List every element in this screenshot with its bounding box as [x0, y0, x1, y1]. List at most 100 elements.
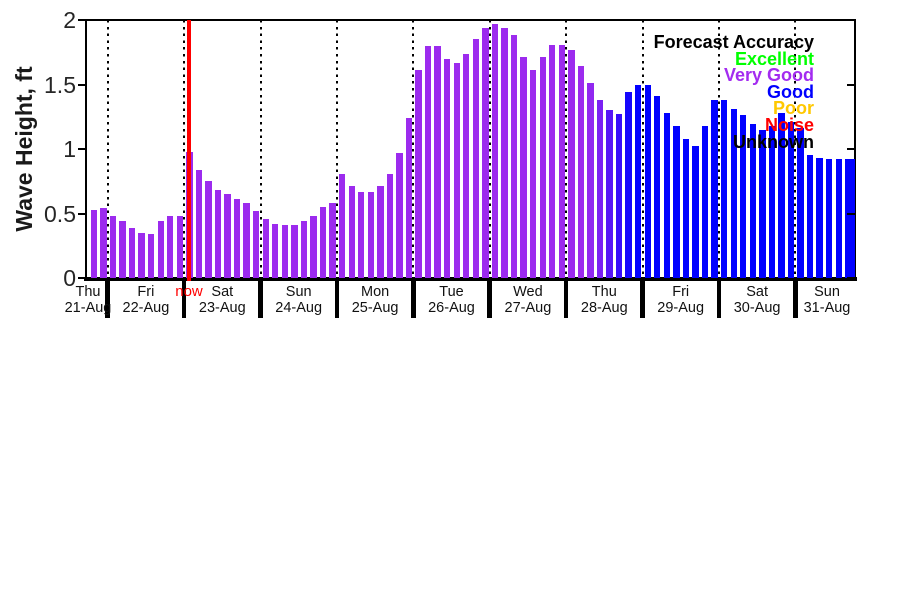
day-boundary-tick [411, 281, 416, 318]
wave-height-bar [396, 152, 403, 278]
day-boundary-tick [640, 281, 645, 318]
day-date-label: 30-Aug [733, 300, 781, 316]
day-date-label: 24-Aug [275, 300, 323, 316]
wave-height-bar [568, 49, 575, 278]
day-date-label: 31-Aug [803, 300, 851, 316]
wave-height-bar [90, 209, 98, 278]
wave-height-bar [224, 194, 231, 278]
wave-height-bar [644, 84, 651, 278]
day-boundary-dotted-line [183, 20, 186, 278]
wave-height-bar [558, 44, 565, 278]
day-boundary-tick [105, 281, 110, 318]
wave-height-bar [759, 129, 766, 278]
legend-entry-noise: Noise [764, 114, 814, 135]
wave-height-bar [262, 218, 269, 278]
y-tick-label: 1 [63, 136, 76, 162]
y-tick-right [847, 212, 855, 215]
legend-entry-unknown: Unknown [733, 131, 814, 152]
wave-height-bar [415, 70, 422, 278]
wave-height-bar [510, 35, 518, 278]
y-tick-right [847, 148, 855, 150]
day-date-label: 27-Aug [504, 300, 552, 316]
wave-height-bar [109, 216, 117, 278]
wave-height-bar [749, 124, 756, 278]
day-name-label: Mon [360, 284, 390, 300]
wave-height-bar [587, 83, 594, 278]
plot-frame-right [854, 19, 856, 279]
day-date-label: 28-Aug [580, 300, 628, 316]
day-name-label: Fri [672, 284, 690, 300]
wave-height-bar [348, 186, 355, 278]
wave-height-bar [310, 216, 317, 278]
legend-entry-excellent: Excellent [734, 48, 814, 69]
y-tick-left [78, 277, 86, 279]
day-date-label: 26-Aug [428, 300, 475, 316]
wave-height-bar [625, 92, 632, 278]
wave-height-bar [848, 159, 855, 278]
day-name-label: Fri [137, 284, 155, 300]
wave-height-bar [615, 114, 623, 278]
day-boundary-dotted-line [565, 20, 568, 278]
wave-height-bar [444, 58, 451, 278]
y-tick-label: 0 [63, 265, 76, 291]
wave-height-bar [281, 225, 289, 278]
day-boundary-dotted-line [335, 20, 338, 278]
wave-height-bar [596, 99, 604, 278]
day-boundary-dotted-line [106, 20, 109, 278]
day-boundary-tick [716, 281, 722, 318]
day-date-label: 25-Aug [351, 300, 399, 316]
day-name-label: Wed [513, 284, 543, 300]
wave-height-bar [673, 125, 680, 278]
wave-height-bar [730, 109, 737, 278]
wave-height-bar [606, 110, 613, 278]
day-boundary-tick [487, 281, 492, 318]
wave-height-bar [300, 221, 308, 278]
wave-height-bar [826, 159, 833, 278]
wave-height-bar [472, 39, 480, 278]
legend-entry-poor: Poor [772, 98, 814, 119]
wave-height-bar [119, 221, 126, 278]
day-boundary-dotted-line [488, 20, 491, 278]
wave-height-bar [654, 96, 661, 278]
day-boundary-tick [563, 281, 569, 318]
plot-frame-top [85, 19, 856, 21]
wave-height-bar [682, 138, 690, 278]
wave-height-bar [386, 173, 394, 278]
wave-height-bar [405, 118, 413, 278]
wave-height-bar [806, 155, 814, 278]
y-tick-left [78, 83, 86, 86]
y-tick-right [847, 277, 855, 279]
day-boundary-tick [258, 281, 263, 318]
day-boundary-dotted-line [412, 20, 415, 278]
day-boundary-tick [334, 281, 340, 318]
day-name-label: Tue [439, 284, 464, 300]
wave-height-bar [845, 159, 852, 278]
x-axis-line [84, 277, 857, 281]
wave-height-bar [720, 99, 728, 278]
wave-height-bar [233, 199, 241, 278]
day-date-label: 23-Aug [198, 300, 246, 316]
day-date-label: 21-Aug [64, 300, 112, 316]
wave-height-bar [377, 186, 384, 278]
y-tick-label: 0.5 [44, 200, 76, 227]
y-tick-left [78, 212, 86, 215]
now-label: now [175, 283, 203, 300]
wave-height-bar [100, 208, 107, 278]
wave-height-bar [358, 191, 365, 278]
y-tick-label: 2 [63, 7, 76, 33]
wave-height-bar [778, 112, 785, 278]
wave-height-bar [797, 128, 804, 278]
wave-height-bar [434, 45, 441, 278]
day-name-label: Sat [746, 284, 768, 300]
wave-height-bar [253, 210, 260, 278]
wave-height-bar [787, 121, 795, 278]
day-date-label: 29-Aug [657, 300, 705, 316]
wave-height-bar [635, 84, 642, 278]
day-date-label: 22-Aug [122, 300, 170, 316]
wave-height-bar [701, 125, 709, 278]
day-boundary-dotted-line [641, 20, 644, 278]
day-boundary-tick [793, 281, 798, 318]
day-name-label: Sun [285, 284, 312, 300]
day-name-label: Sun [814, 284, 840, 300]
